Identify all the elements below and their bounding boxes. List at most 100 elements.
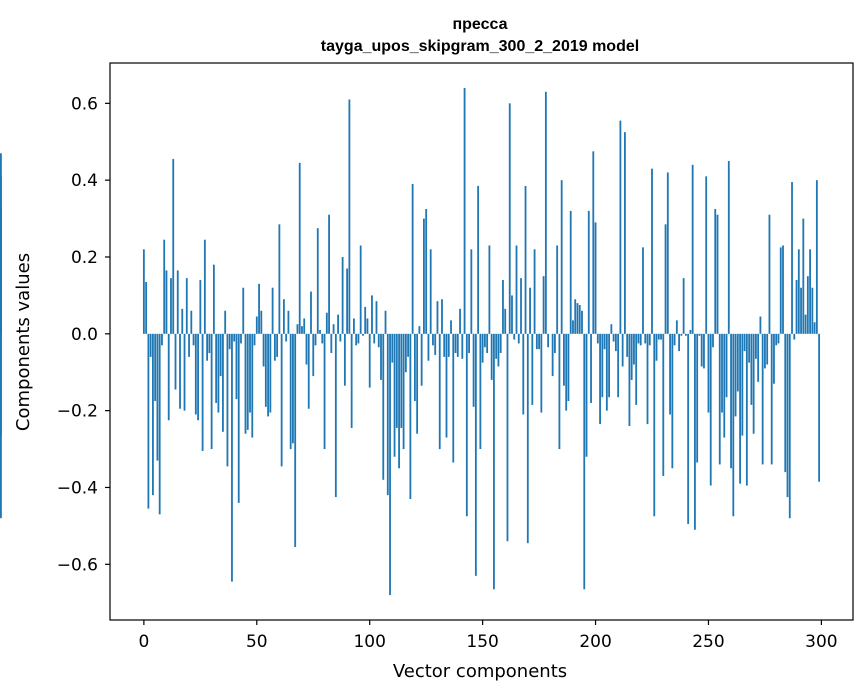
bar-154	[490, 333, 493, 380]
bar-172	[531, 333, 534, 405]
bar-176	[540, 333, 543, 413]
bar-34	[219, 333, 222, 377]
bar-23	[194, 333, 197, 415]
bar-236	[675, 320, 678, 334]
bar-240	[684, 333, 687, 336]
bar-41	[235, 333, 238, 400]
bar-68	[296, 324, 299, 334]
bar-118	[409, 333, 412, 499]
bar-141	[461, 333, 464, 359]
bar-18	[183, 333, 186, 411]
bar-100	[368, 333, 371, 388]
bar-272	[757, 333, 760, 382]
bar-214	[626, 333, 629, 357]
bar-244	[694, 333, 696, 530]
bar-140	[459, 308, 461, 334]
bar-161	[506, 333, 509, 542]
bar-157	[497, 333, 500, 367]
bar-193	[578, 305, 581, 334]
bar-12	[170, 278, 172, 334]
bar-278	[770, 333, 773, 465]
bar-11	[167, 333, 170, 421]
bar-284	[784, 333, 787, 473]
bar-145	[470, 249, 473, 334]
bar-56	[269, 333, 272, 413]
bar-61	[280, 333, 283, 467]
bar-7	[158, 333, 161, 515]
bar-205	[605, 333, 608, 411]
bar-81	[325, 312, 328, 334]
bar-258	[725, 333, 728, 398]
bar-76	[314, 333, 317, 346]
bar-248	[703, 333, 705, 369]
bar-171	[529, 287, 531, 334]
bar-142	[463, 87, 466, 334]
bar-10	[165, 270, 168, 334]
bar-277	[768, 214, 771, 334]
bar-233	[669, 333, 671, 415]
bar-160	[504, 308, 507, 334]
bar-282	[779, 247, 782, 334]
bar-222	[644, 333, 647, 344]
bar-270	[752, 333, 755, 434]
bar-119	[411, 184, 414, 334]
bar-200	[594, 222, 597, 334]
y-tick-label: −0.2	[57, 402, 98, 422]
bar-235	[673, 333, 676, 346]
bar-194	[581, 310, 583, 334]
bar-203	[601, 333, 604, 398]
bar-138	[454, 333, 457, 354]
bar-169	[524, 185, 527, 334]
y-tick-label: −0.6	[57, 555, 98, 575]
bar-185	[560, 180, 563, 334]
bar-291	[800, 287, 802, 334]
bar-91	[348, 99, 351, 334]
bar-271	[754, 333, 757, 359]
bar-2	[147, 333, 150, 509]
bar-204	[603, 333, 606, 350]
bar-294	[806, 276, 809, 334]
bar-208	[612, 333, 615, 342]
bar-149	[479, 333, 482, 450]
bar-101	[371, 295, 373, 334]
bar-206	[608, 333, 610, 398]
bar-102	[373, 333, 376, 344]
bar-199	[592, 151, 595, 334]
bar-78	[319, 329, 321, 334]
bar-111	[393, 333, 396, 457]
bar-265	[741, 333, 744, 436]
bar-6	[156, 333, 159, 461]
bar-158	[499, 333, 502, 354]
bar-267	[745, 333, 748, 486]
y-tick-label: 0.6	[71, 94, 98, 114]
bar-285	[786, 333, 789, 498]
bar-164	[513, 333, 516, 340]
bar-121	[416, 333, 419, 434]
bar-73	[307, 333, 310, 409]
bar-245	[696, 333, 699, 463]
bar-50	[255, 316, 258, 334]
bar-168	[522, 333, 525, 415]
bar-135	[447, 333, 450, 357]
bar-0	[142, 249, 145, 334]
bar-125	[425, 208, 428, 334]
bar-292	[802, 218, 805, 334]
bar-57	[271, 287, 274, 334]
bar-137	[452, 333, 455, 463]
bar-1	[145, 281, 148, 334]
bar-201	[596, 333, 599, 344]
bar-22	[192, 333, 195, 346]
bar-136	[450, 320, 452, 334]
bar-210	[617, 333, 620, 398]
bar-94	[355, 333, 358, 346]
bar-238	[680, 333, 683, 336]
bar-286	[788, 333, 791, 519]
bar-148	[477, 185, 480, 334]
bar-122	[418, 326, 421, 334]
bar-24	[197, 333, 199, 421]
bar-4	[152, 333, 154, 496]
bar-93	[353, 318, 355, 334]
bar-114	[400, 333, 403, 428]
bar-232	[666, 172, 669, 334]
